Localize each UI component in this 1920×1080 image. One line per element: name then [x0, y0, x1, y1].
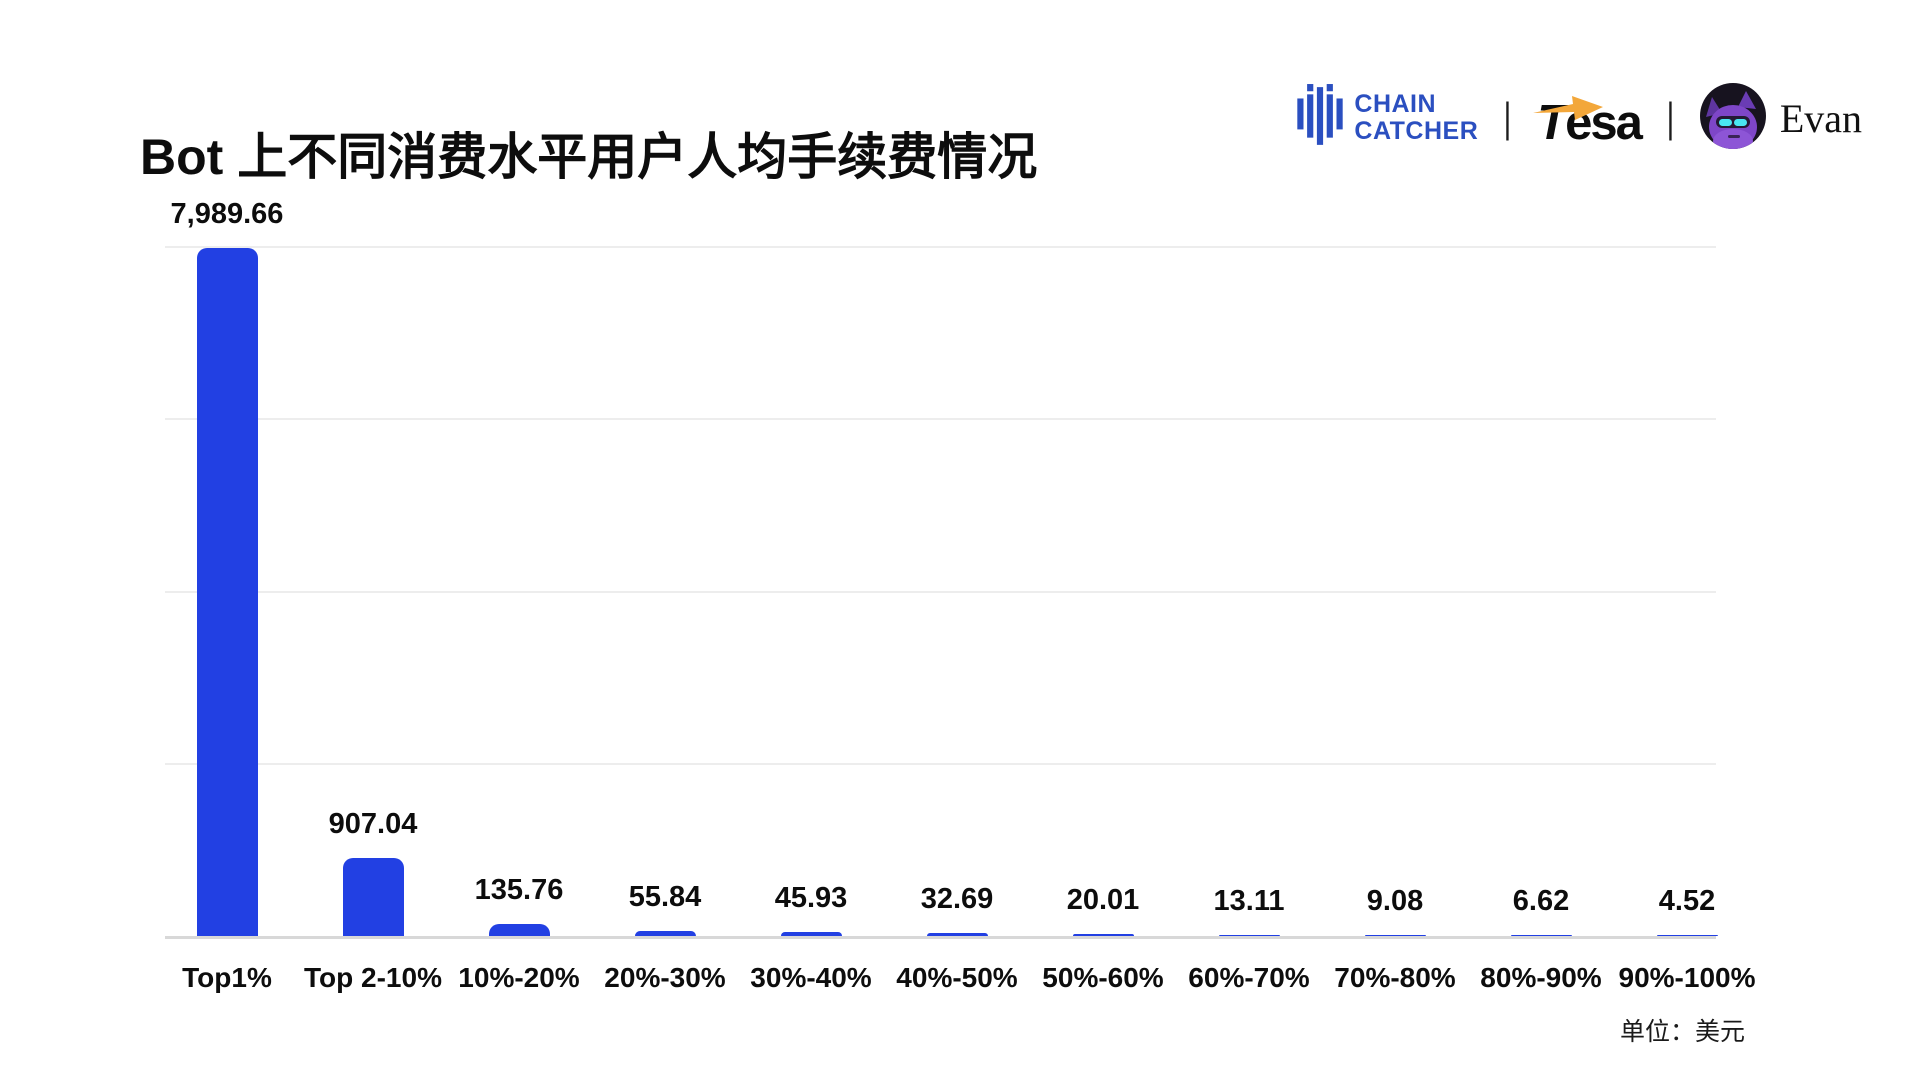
evan-name: Evan	[1779, 95, 1862, 141]
bar-value-label: 20.01	[1066, 884, 1140, 917]
chaincatcher-word-line2: CATCHER	[1354, 117, 1479, 145]
bar-value-label: 32.69	[920, 883, 994, 916]
chaincatcher-wordmark: CHAIN CATCHER	[1354, 89, 1479, 146]
bar-category-label: Top1%	[182, 962, 272, 993]
chaincatcher-logo: CHAIN CATCHER	[1296, 83, 1478, 154]
chaincatcher-bars-icon	[1296, 83, 1344, 154]
bar-value-label: 9.08	[1366, 884, 1424, 917]
bar	[634, 931, 696, 936]
bar	[1656, 934, 1718, 936]
evan-logo: Evan	[1699, 82, 1862, 154]
bar-category-label: 80%-90%	[1480, 962, 1602, 993]
bar	[1072, 934, 1134, 936]
bar	[1510, 934, 1572, 936]
bar-category-label: Top 2-10%	[304, 962, 442, 993]
bar-value-label: 55.84	[628, 881, 702, 914]
bar	[1218, 934, 1280, 936]
gridline	[165, 418, 1716, 421]
bar-value-label: 13.11	[1213, 884, 1285, 917]
header-logos: CHAIN CATCHER | Tesa |	[1296, 77, 1862, 159]
bar-value-label: 907.04	[328, 807, 418, 840]
bar-category-label: 40%-50%	[896, 962, 1018, 993]
x-axis-line	[165, 936, 1716, 939]
chaincatcher-word-line1: CHAIN	[1354, 89, 1437, 118]
bar-value-label: 45.93	[774, 882, 848, 915]
logo-separator: |	[1503, 94, 1512, 141]
gridline	[165, 590, 1716, 593]
bar	[926, 933, 988, 936]
gridline	[165, 762, 1716, 765]
bar-category-label: 10%-20%	[458, 962, 580, 993]
bar	[1364, 934, 1426, 936]
bar-value-label: 4.52	[1658, 884, 1716, 917]
bar-value-label: 6.62	[1512, 884, 1570, 917]
logo-separator: |	[1666, 94, 1675, 141]
bar-category-label: 30%-40%	[750, 962, 872, 993]
tesa-logo: Tesa	[1533, 85, 1643, 151]
page-title: Bot 上不同消费水平用户人均手续费情况	[140, 128, 1038, 185]
bar-value-label: 135.76	[474, 874, 564, 907]
bar-category-label: 50%-60%	[1042, 962, 1164, 993]
bar-category-label: 70%-80%	[1334, 962, 1456, 993]
bar	[196, 247, 258, 936]
bar-category-label: 60%-70%	[1188, 962, 1310, 993]
evan-avatar	[1699, 82, 1766, 154]
unit-note: 单位：美元	[1619, 1018, 1745, 1046]
bar-value-label: 7,989.66	[170, 197, 284, 230]
gridline	[165, 246, 1716, 248]
tesa-letter-t: T	[1537, 96, 1567, 150]
bar	[780, 932, 842, 936]
bar-category-label: 90%-100%	[1618, 962, 1756, 993]
tesa-arrow-icon	[1533, 79, 1607, 135]
bar	[342, 857, 404, 936]
bar	[488, 924, 550, 936]
bar-category-label: 20%-30%	[604, 962, 726, 993]
